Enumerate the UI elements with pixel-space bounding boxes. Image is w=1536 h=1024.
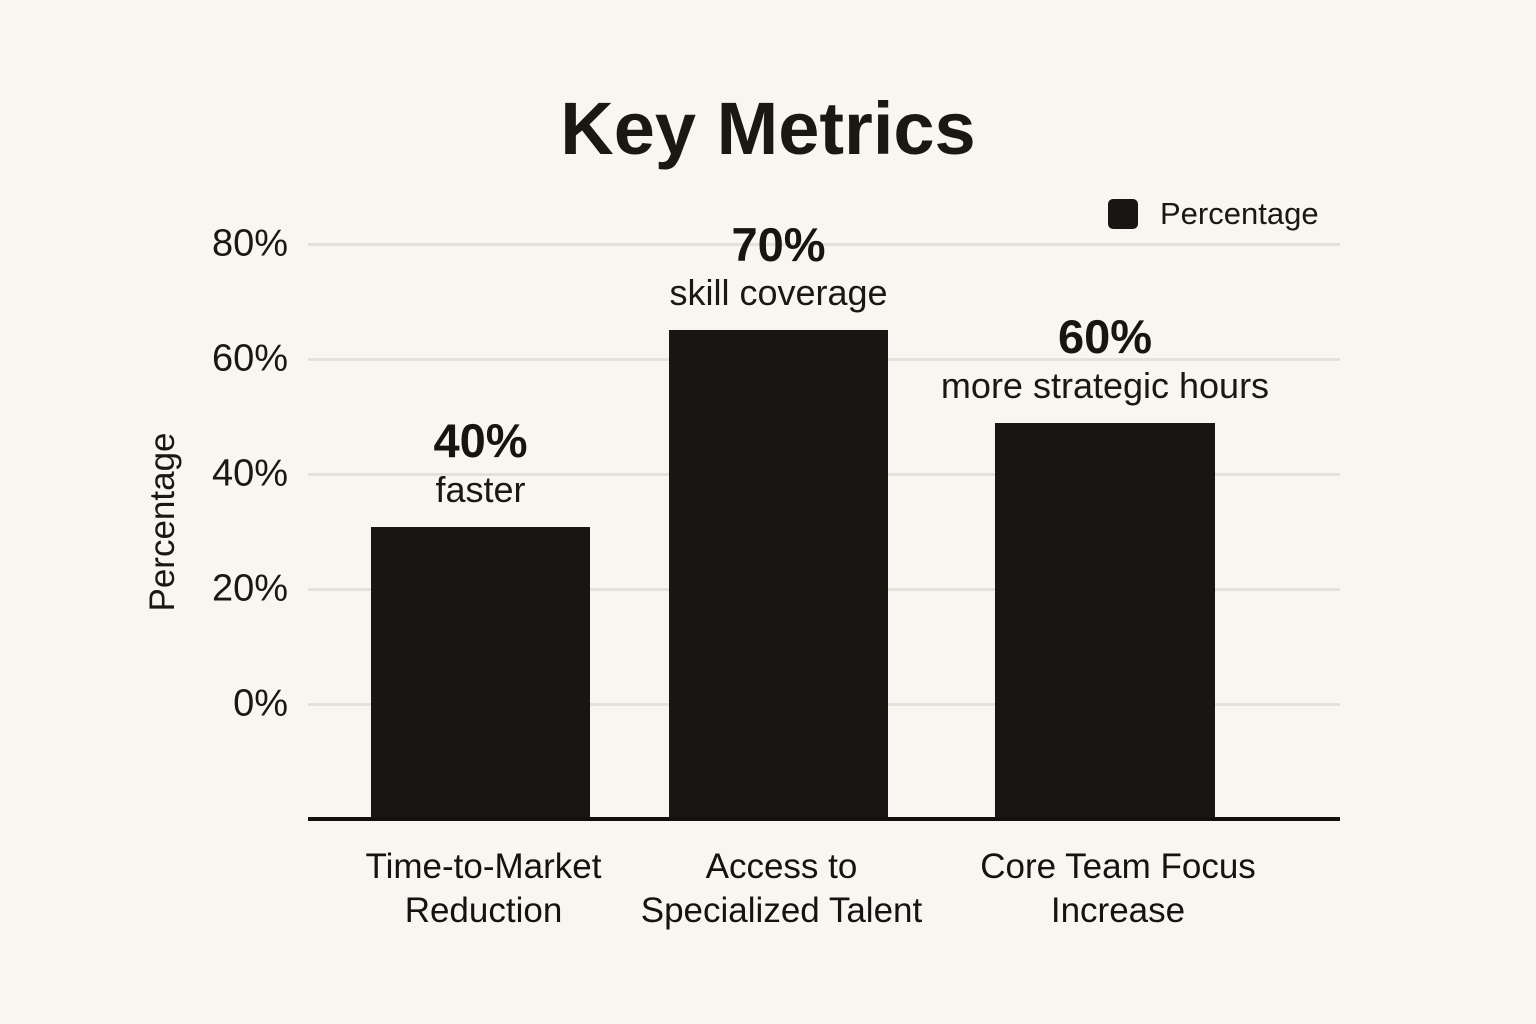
bar-value-label: 70% xyxy=(731,217,826,271)
bar-value-label: 40% xyxy=(433,414,528,468)
bar-3 xyxy=(995,422,1215,819)
y-tick-label: 40% xyxy=(211,452,288,495)
bar-2 xyxy=(669,330,888,819)
x-category-label-2: Access to Specialized Talent xyxy=(641,845,923,933)
bar-value-label: 60% xyxy=(1057,310,1153,364)
y-tick-label: 60% xyxy=(211,337,288,380)
category-line-1: Core Team Focus xyxy=(980,847,1256,886)
category-line-1: Access to xyxy=(705,847,858,886)
category-line-2: Reduction xyxy=(404,891,563,930)
bar-annotation-1: 40% faster xyxy=(433,415,527,512)
category-line-1: Time-to-Market xyxy=(365,847,602,886)
category-line-2: Specialized Talent xyxy=(640,891,923,930)
category-line-2: Increase xyxy=(1050,891,1186,930)
y-tick-label: 80% xyxy=(211,222,288,265)
bar-caption-label: more strategic hours xyxy=(940,364,1270,406)
legend-label: Percentage xyxy=(1160,196,1319,231)
legend: Percentage xyxy=(1108,196,1319,232)
bar-caption-label: faster xyxy=(435,468,526,510)
bar-1 xyxy=(371,526,590,819)
bar-annotation-3: 60% more strategic hours xyxy=(941,311,1269,408)
gridline-80% xyxy=(308,242,1340,246)
bar-caption-label: skill coverage xyxy=(669,272,888,314)
x-category-label-3: Core Team Focus Increase xyxy=(980,845,1256,933)
y-tick-label: 0% xyxy=(233,682,288,725)
bar-annotation-2: 70% skill coverage xyxy=(669,217,888,316)
x-category-label-1: Time-to-Market Reduction xyxy=(366,845,602,933)
y-tick-label: 20% xyxy=(211,567,288,610)
legend-swatch-icon xyxy=(1108,199,1138,229)
x-axis-line xyxy=(308,817,1340,821)
chart-title: Key Metrics xyxy=(560,87,976,170)
